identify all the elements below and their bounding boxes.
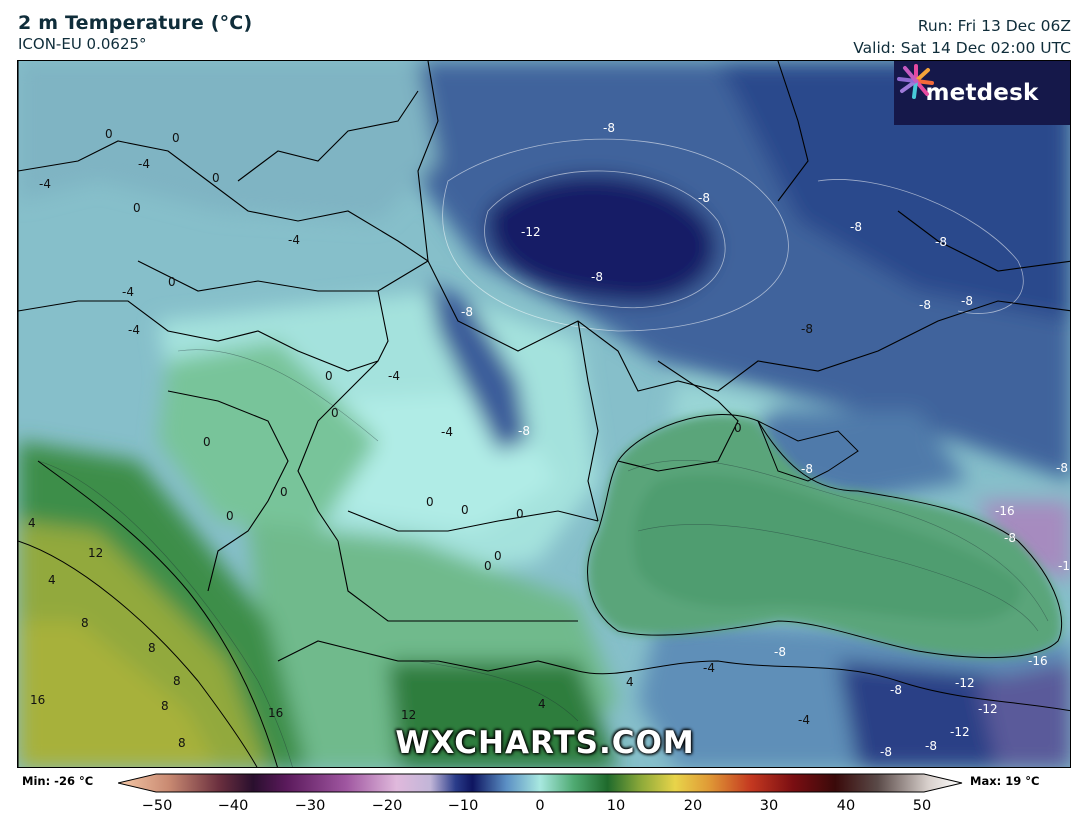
isotherm-label: -12 — [1058, 559, 1070, 573]
legend-min: Min: -26 °C — [22, 774, 94, 788]
isotherm-label: -8 — [603, 121, 615, 135]
isotherm-label: 0 — [426, 495, 434, 509]
isotherm-label: 16 — [30, 693, 46, 707]
isotherm-label: 4 — [28, 516, 36, 530]
isotherm-label: 12 — [401, 708, 417, 722]
isotherm-label: -12 — [521, 225, 541, 239]
metdesk-logo-text: metdesk — [925, 80, 1039, 106]
isotherm-label: -4 — [703, 661, 715, 675]
isotherm-label: -4 — [798, 713, 810, 727]
isotherm-label: -8 — [935, 235, 947, 249]
isotherm-label: 0 — [212, 171, 220, 185]
isotherm-label: -12 — [978, 702, 998, 716]
isotherm-label: -8 — [518, 424, 530, 438]
isotherm-label: 0 — [226, 509, 234, 523]
isotherm-label: -8 — [801, 322, 813, 336]
colorbar-tick: −20 — [371, 798, 403, 814]
isotherm-label: 16 — [268, 706, 284, 720]
model-label: ICON-EU 0.0625° — [18, 35, 147, 53]
isotherm-label: 0 — [168, 275, 176, 289]
isotherm-label: 4 — [48, 573, 56, 587]
isotherm-label: 4 — [626, 675, 634, 689]
isotherm-label: 12 — [88, 546, 104, 560]
isotherm-label: -8 — [774, 645, 786, 659]
colorbar-tick: −10 — [447, 798, 479, 814]
isotherm-label: -8 — [591, 270, 603, 284]
isotherm-label: 0 — [105, 127, 113, 141]
isotherm-label: 8 — [148, 641, 156, 655]
isotherm-label: -4 — [288, 233, 300, 247]
isotherm-label: -4 — [388, 369, 400, 383]
colorbar-tick: 0 — [535, 798, 545, 814]
isotherm-label: 8 — [81, 616, 89, 630]
colorbar-tick: 40 — [836, 798, 856, 814]
run-time: Run: Fri 13 Dec 06Z — [917, 17, 1071, 35]
colorbar-tick: −30 — [294, 798, 326, 814]
isotherm-label: -8 — [919, 298, 931, 312]
isotherm-label: -8 — [801, 462, 813, 476]
temperature-map[interactable]: metdesk 0 0 -4 0 -4 0 -4 -4 -4 -8 -12 -8… — [17, 60, 1071, 768]
isotherm-label: 8 — [161, 699, 169, 713]
isotherm-label: -4 — [39, 177, 51, 191]
isotherm-label: 0 — [172, 131, 180, 145]
isotherm-label: -8 — [880, 745, 892, 759]
colorbar-tick: 10 — [606, 798, 626, 814]
isotherm-label: -8 — [1004, 531, 1016, 545]
isotherm-label: -8 — [961, 294, 973, 308]
metdesk-logo: metdesk — [894, 61, 1070, 125]
isotherm-label: 0 — [734, 421, 742, 435]
isotherm-label: 4 — [538, 697, 546, 711]
map-field — [18, 61, 1070, 767]
colorbar-tick: 20 — [683, 798, 703, 814]
isotherm-label: 8 — [178, 736, 186, 750]
isotherm-label: -8 — [698, 191, 710, 205]
isotherm-label: 0 — [516, 507, 524, 521]
isotherm-label: -4 — [122, 285, 134, 299]
chart-title: 2 m Temperature (°C) — [18, 12, 253, 34]
run-info: Run: Fri 13 Dec 06Z Valid: Sat 14 Dec 02… — [853, 15, 1071, 59]
wxcharts-watermark: WXCHARTS.COM — [395, 725, 695, 761]
isotherm-label: -16 — [1028, 654, 1048, 668]
temperature-colorbar — [118, 773, 963, 793]
isotherm-label: 0 — [461, 503, 469, 517]
isotherm-label: -8 — [850, 220, 862, 234]
isotherm-label: 0 — [325, 369, 333, 383]
isotherm-label: -12 — [955, 676, 975, 690]
isotherm-label: -12 — [950, 725, 970, 739]
isotherm-label: -4 — [138, 157, 150, 171]
isotherm-label: 0 — [280, 485, 288, 499]
colorbar-tick: 50 — [912, 798, 932, 814]
isotherm-label: 8 — [173, 674, 181, 688]
isotherm-label: 0 — [133, 201, 141, 215]
colorbar-tick: −50 — [141, 798, 173, 814]
isotherm-label: -8 — [890, 683, 902, 697]
isotherm-label: 0 — [484, 559, 492, 573]
metdesk-logo-icon — [897, 64, 934, 99]
isotherm-label: -4 — [128, 323, 140, 337]
legend-max: Max: 19 °C — [970, 774, 1040, 788]
isotherm-label: -8 — [461, 305, 473, 319]
valid-time: Valid: Sat 14 Dec 02:00 UTC — [853, 39, 1071, 57]
isotherm-label: 0 — [494, 549, 502, 563]
isotherm-label: -8 — [925, 739, 937, 753]
colorbar-tick: 30 — [759, 798, 779, 814]
isotherm-label: 0 — [331, 406, 339, 420]
isotherm-label: -16 — [995, 504, 1015, 518]
chart-header: 2 m Temperature (°C) ICON-EU 0.0625° — [18, 12, 252, 53]
isotherm-label: 0 — [203, 435, 211, 449]
isotherm-label: -4 — [441, 425, 453, 439]
colorbar-tick: −40 — [217, 798, 249, 814]
isotherm-label: -8 — [1056, 461, 1068, 475]
